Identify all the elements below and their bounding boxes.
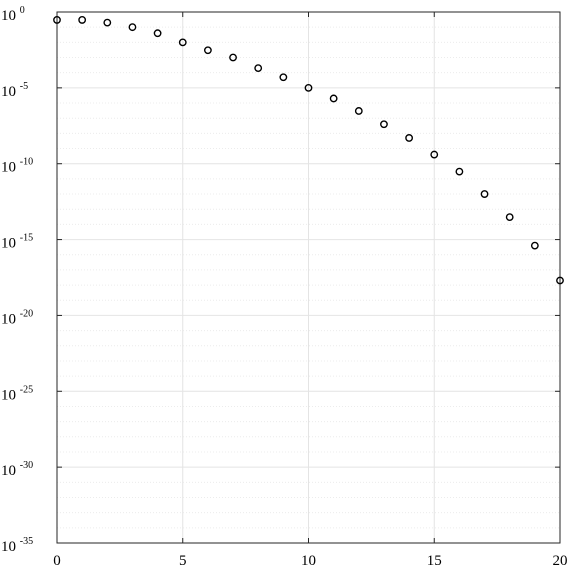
data-point <box>78 16 87 24</box>
data-point <box>229 53 237 62</box>
data-point <box>329 94 338 103</box>
data-point <box>455 167 464 176</box>
data-point <box>279 73 288 82</box>
data-points <box>53 16 564 285</box>
data-point <box>480 190 489 198</box>
data-point <box>254 64 263 73</box>
data-point <box>354 107 363 115</box>
data-point <box>53 16 61 24</box>
y-tick-label: 10 -30 <box>1 460 33 479</box>
y-tick-label: 10 -15 <box>1 233 33 252</box>
x-tick-label: 10 <box>301 553 316 569</box>
data-point <box>430 150 439 159</box>
y-tick-label: 10 -10 <box>1 157 33 176</box>
tick-marks <box>56 11 561 544</box>
data-point <box>128 23 137 32</box>
data-point <box>380 120 388 129</box>
data-point <box>530 241 539 250</box>
x-tick-labels: 0 5 10 15 20 <box>53 553 567 569</box>
y-tick-label: 10 -20 <box>1 308 33 327</box>
data-point <box>405 134 413 142</box>
x-tick-label: 20 <box>553 553 568 569</box>
x-tick-label: 0 <box>53 553 61 569</box>
y-tick-label: 10 -25 <box>1 384 33 403</box>
y-tick-label: 10 0 <box>1 5 25 24</box>
x-tick-label: 5 <box>179 553 187 569</box>
data-point <box>505 213 514 222</box>
data-point <box>178 38 187 47</box>
data-point <box>203 46 212 55</box>
y-tick-label: 10 -5 <box>1 81 28 100</box>
y-tick-label: 10 -35 <box>1 536 33 555</box>
data-point <box>153 29 162 38</box>
data-point <box>103 18 112 27</box>
data-point <box>304 83 313 92</box>
x-tick-label: 15 <box>427 553 442 569</box>
y-tick-labels: 10 -35 10 -30 10 -25 10 -20 10 -15 10 -10 10 -… <box>1 5 33 555</box>
data-point <box>556 276 564 285</box>
